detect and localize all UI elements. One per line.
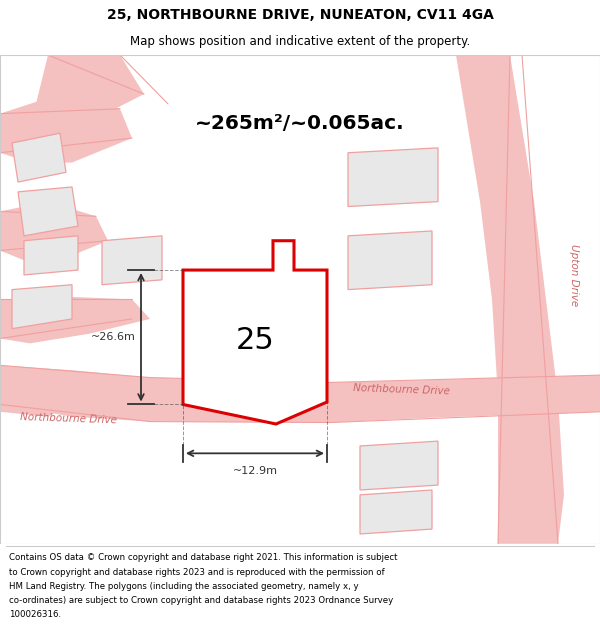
Polygon shape: [348, 231, 432, 289]
Text: 25, NORTHBOURNE DRIVE, NUNEATON, CV11 4GA: 25, NORTHBOURNE DRIVE, NUNEATON, CV11 4G…: [107, 8, 493, 22]
Text: 100026316.: 100026316.: [9, 611, 61, 619]
Polygon shape: [0, 366, 600, 423]
Polygon shape: [456, 55, 564, 544]
Polygon shape: [0, 382, 72, 417]
Polygon shape: [0, 297, 150, 343]
Text: ~265m²/~0.065ac.: ~265m²/~0.065ac.: [195, 114, 405, 133]
Polygon shape: [18, 187, 78, 236]
Text: co-ordinates) are subject to Crown copyright and database rights 2023 Ordnance S: co-ordinates) are subject to Crown copyr…: [9, 596, 393, 605]
Polygon shape: [348, 148, 438, 206]
Text: ~12.9m: ~12.9m: [233, 466, 277, 476]
Text: Upton Drive: Upton Drive: [569, 244, 578, 306]
Text: Contains OS data © Crown copyright and database right 2021. This information is : Contains OS data © Crown copyright and d…: [9, 554, 398, 562]
Polygon shape: [12, 133, 66, 182]
Polygon shape: [0, 202, 108, 260]
Text: HM Land Registry. The polygons (including the associated geometry, namely x, y: HM Land Registry. The polygons (includin…: [9, 582, 359, 591]
Text: ~26.6m: ~26.6m: [91, 332, 136, 342]
Polygon shape: [360, 441, 438, 490]
Text: Northbourne Drive: Northbourne Drive: [353, 383, 451, 396]
Polygon shape: [0, 94, 132, 162]
Text: 25: 25: [236, 326, 274, 356]
Text: to Crown copyright and database rights 2023 and is reproduced with the permissio: to Crown copyright and database rights 2…: [9, 568, 385, 577]
Polygon shape: [102, 236, 162, 285]
Polygon shape: [24, 236, 78, 275]
Polygon shape: [12, 285, 72, 329]
Text: Northbourne Drive: Northbourne Drive: [20, 412, 118, 426]
Text: Map shows position and indicative extent of the property.: Map shows position and indicative extent…: [130, 35, 470, 48]
Polygon shape: [183, 241, 327, 424]
Polygon shape: [360, 490, 432, 534]
Polygon shape: [36, 55, 144, 119]
